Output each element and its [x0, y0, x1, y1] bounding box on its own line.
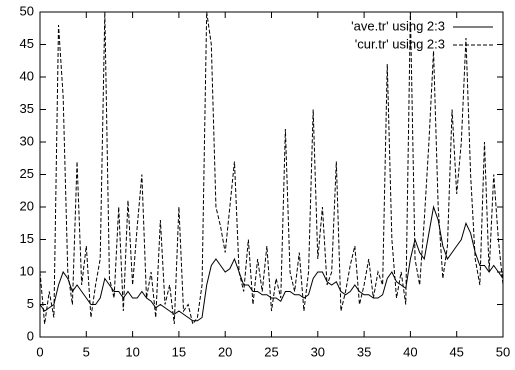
plot-area — [40, 12, 503, 326]
y-tick-label: 35 — [20, 101, 34, 116]
y-tick-label: 30 — [20, 133, 34, 148]
x-tick-label: 45 — [449, 344, 463, 359]
x-tick-label: 20 — [218, 344, 232, 359]
x-tick-label: 50 — [496, 344, 510, 359]
y-tick-label: 10 — [20, 263, 34, 278]
x-tick-label: 35 — [357, 344, 371, 359]
data-line — [40, 12, 503, 326]
legend-label: 'ave.tr' using 2:3 — [351, 18, 445, 33]
x-tick-label: 5 — [83, 344, 90, 359]
x-tick-label: 10 — [125, 344, 139, 359]
y-tick-label: 45 — [20, 36, 34, 51]
y-tick-label: 40 — [20, 68, 34, 83]
x-tick-label: 30 — [311, 344, 325, 359]
y-tick-label: 15 — [20, 231, 34, 246]
y-tick-label: 20 — [20, 198, 34, 213]
y-tick-label: 25 — [20, 166, 34, 181]
x-tick-label: 0 — [36, 344, 43, 359]
legend-label: 'cur.tr' using 2:3 — [355, 36, 445, 51]
y-tick-label: 5 — [27, 296, 34, 311]
y-tick-label: 50 — [20, 3, 34, 18]
y-tick-label: 0 — [27, 328, 34, 343]
x-tick-label: 40 — [403, 344, 417, 359]
x-tick-label: 25 — [264, 344, 278, 359]
data-line — [40, 205, 503, 322]
x-tick-label: 15 — [172, 344, 186, 359]
